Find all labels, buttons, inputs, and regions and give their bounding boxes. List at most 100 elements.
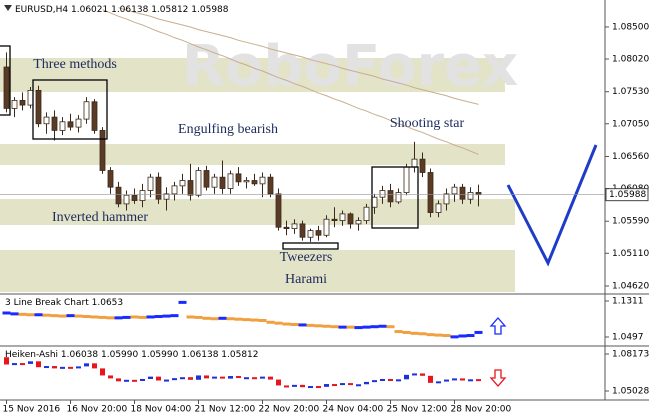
candle-body (419, 158, 426, 173)
y-tick-label: 1.05028 (612, 387, 649, 397)
y-tick-label: 1.07050 (612, 119, 649, 129)
ha-candle (12, 363, 17, 366)
ha-candle (148, 376, 153, 379)
annotation: Three methods (33, 57, 117, 72)
candle-body (187, 180, 194, 196)
x-tick-label: 21 Nov 12:00 (195, 405, 256, 415)
ha-candle (364, 381, 369, 385)
readout: 1.05990 (101, 350, 138, 360)
candle-body (339, 213, 346, 221)
ha-candle (68, 366, 73, 369)
candle-body (259, 176, 266, 185)
ha-candle (156, 376, 161, 381)
line-break-mark (34, 313, 43, 317)
candle-body (243, 180, 250, 183)
x-tick-label: 28 Nov 20:00 (451, 405, 512, 415)
candle-body (195, 170, 202, 196)
line-break-mark (346, 325, 355, 329)
main-pane (3, 7, 482, 242)
ha-candle (308, 386, 313, 389)
line-break-mark (178, 300, 187, 304)
line-break-mark (258, 319, 267, 323)
candle-body (91, 101, 98, 131)
line-break-mark (154, 315, 163, 319)
y-tick-label: 1.07530 (612, 87, 649, 97)
ha-candle (452, 378, 457, 381)
line-break-mark (386, 325, 395, 329)
annotation: Tweezers (280, 250, 333, 265)
line-break-mark (18, 312, 27, 316)
line-break-mark (10, 312, 19, 316)
ha-candle (476, 379, 481, 382)
candle-body (227, 173, 234, 189)
line-break-mark (210, 317, 219, 321)
ha-candle (116, 378, 121, 382)
line-break-mark (50, 314, 59, 318)
candle-body (299, 223, 306, 238)
annotation: Harami (285, 272, 327, 287)
ha-candle (348, 383, 353, 386)
y-tick-label: 1.0497 (612, 332, 644, 342)
candle-body (283, 226, 290, 229)
candle-body (179, 180, 186, 187)
ha-candle (44, 366, 49, 369)
line-break-mark (450, 335, 459, 339)
candle-body (139, 190, 146, 201)
menu-icon[interactable] (4, 5, 12, 11)
last-price-box (605, 188, 649, 202)
ha-candle (52, 366, 57, 369)
candle-body (155, 176, 162, 200)
candle-body (443, 193, 450, 205)
line-break-mark (378, 324, 387, 328)
line-break-mark (130, 315, 139, 319)
ha-candle (388, 378, 393, 381)
line-break-mark (458, 334, 467, 338)
ha-candle (76, 366, 81, 369)
line-break-mark (322, 324, 331, 328)
line-break-mark (370, 325, 379, 329)
ha-candle (188, 377, 193, 380)
ha-candle (260, 376, 265, 379)
ha-candle (396, 379, 401, 382)
line-break-mark (146, 315, 155, 319)
candle-body (147, 176, 154, 191)
candle-body (467, 192, 474, 200)
candle-body (67, 121, 74, 128)
candle-body (219, 176, 226, 189)
candle-body (211, 176, 218, 188)
line-break-mark (122, 315, 131, 319)
ha-candle (292, 384, 297, 387)
line-break-mark (274, 321, 283, 325)
ha-candle (340, 383, 345, 386)
candle-body (475, 192, 482, 196)
candle-body (83, 101, 90, 120)
line-break-mark (194, 315, 203, 319)
ha-candle (380, 378, 385, 381)
x-tick-label: 15 Nov 2016 (3, 405, 61, 415)
candle-body (355, 220, 362, 225)
x-tick-label: 25 Nov 12:00 (387, 405, 448, 415)
line-break-mark (90, 315, 99, 319)
line-break-mark (426, 333, 435, 337)
candle-body (395, 192, 402, 203)
ha-candle (60, 366, 65, 369)
zone (0, 250, 515, 292)
candle-body (51, 116, 58, 131)
line-break-mark (282, 322, 291, 326)
ha-candle (204, 375, 209, 379)
ha-candle (100, 368, 105, 376)
readout: 1.05990 (141, 350, 178, 360)
ha-candle (404, 374, 409, 380)
x-tick-label: 22 Nov 20:00 (259, 405, 320, 415)
candle-body (59, 121, 66, 131)
candle-body (403, 166, 410, 193)
ha-candle (84, 363, 89, 367)
candle-body (19, 100, 26, 106)
ha-candle (284, 385, 289, 388)
symbol: EURUSD,H4 (15, 5, 68, 15)
ha-candle (180, 377, 185, 380)
line-break-mark (394, 330, 403, 334)
pattern-box (371, 166, 419, 229)
watermark: RoboForex (182, 34, 518, 99)
